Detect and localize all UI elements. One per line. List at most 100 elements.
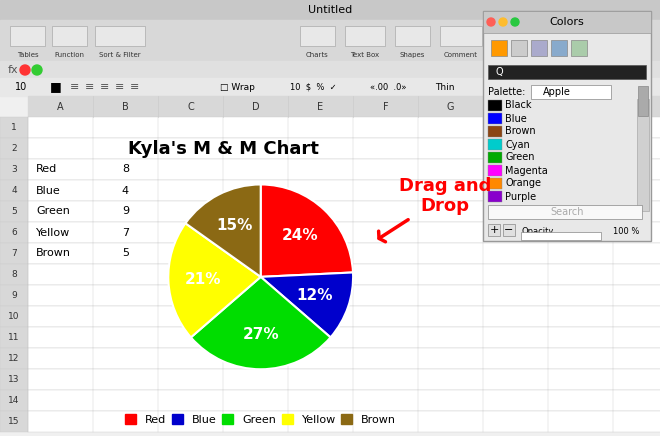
Bar <box>28 159 660 180</box>
Bar <box>0 20 660 61</box>
Bar <box>52 26 87 46</box>
Bar <box>0 369 28 390</box>
Text: 9: 9 <box>11 291 17 300</box>
Text: 100 %: 100 % <box>613 226 640 235</box>
Bar <box>28 369 660 390</box>
Text: 14: 14 <box>9 396 20 405</box>
Bar <box>637 99 649 211</box>
Text: 4: 4 <box>122 185 129 195</box>
Bar <box>488 152 502 163</box>
Bar <box>531 85 611 99</box>
Text: 2: 2 <box>11 144 16 153</box>
Bar <box>0 78 660 96</box>
Text: Magenta: Magenta <box>505 166 548 176</box>
Text: Green: Green <box>505 153 535 163</box>
Text: 24%: 24% <box>282 228 319 243</box>
Bar <box>0 285 28 306</box>
Bar <box>0 180 28 201</box>
Bar <box>28 264 660 285</box>
Bar <box>571 40 587 56</box>
Text: 21%: 21% <box>185 272 222 287</box>
Text: Apple: Apple <box>543 87 571 97</box>
Text: ≡: ≡ <box>115 82 125 92</box>
Bar <box>28 243 660 264</box>
Bar <box>0 348 28 369</box>
Text: 7: 7 <box>11 249 17 258</box>
Text: Thin: Thin <box>435 82 455 92</box>
Text: Blue: Blue <box>505 113 527 123</box>
Text: Q: Q <box>495 67 503 77</box>
Text: Palette:: Palette: <box>488 87 525 97</box>
Bar <box>0 390 28 411</box>
Text: Colors: Colors <box>550 17 584 27</box>
Text: ≡: ≡ <box>71 82 80 92</box>
Bar <box>0 411 28 432</box>
Text: 12%: 12% <box>296 288 333 303</box>
Text: Cyan: Cyan <box>505 140 530 150</box>
Bar <box>488 224 500 236</box>
Text: Shapes: Shapes <box>400 52 425 58</box>
Text: Media: Media <box>595 52 615 58</box>
Bar <box>28 138 660 159</box>
Bar <box>395 26 430 46</box>
Bar <box>0 117 28 138</box>
Wedge shape <box>261 184 353 277</box>
Text: +: + <box>489 225 499 235</box>
Bar <box>28 327 660 348</box>
Circle shape <box>621 24 649 52</box>
Text: Brown: Brown <box>36 249 71 259</box>
Text: 3: 3 <box>11 165 17 174</box>
Text: 15: 15 <box>8 417 20 426</box>
Text: 9: 9 <box>122 207 129 217</box>
Text: Charts: Charts <box>306 52 329 58</box>
Text: 7: 7 <box>122 228 129 238</box>
Wedge shape <box>168 223 261 337</box>
Text: Tables: Tables <box>16 52 38 58</box>
Bar <box>511 40 527 56</box>
Text: 10  $  %  ✓: 10 $ % ✓ <box>290 82 337 92</box>
Text: 15%: 15% <box>216 218 253 233</box>
Text: 10: 10 <box>15 82 27 92</box>
Bar <box>521 232 601 240</box>
Bar <box>300 26 335 46</box>
Bar <box>531 40 547 56</box>
Bar <box>488 113 502 124</box>
Text: 1: 1 <box>11 123 17 132</box>
Wedge shape <box>261 272 353 337</box>
Bar <box>0 264 28 285</box>
Bar <box>483 11 651 33</box>
Bar <box>551 40 567 56</box>
Text: Red: Red <box>36 164 57 174</box>
Text: Comment: Comment <box>444 52 478 58</box>
Wedge shape <box>185 184 261 277</box>
Bar <box>440 26 482 46</box>
Circle shape <box>511 18 519 26</box>
Text: 8: 8 <box>11 270 17 279</box>
Bar <box>28 390 660 411</box>
Text: J: J <box>644 102 647 112</box>
Text: Kyla's M & M Chart: Kyla's M & M Chart <box>127 140 318 157</box>
Circle shape <box>499 18 507 26</box>
Circle shape <box>487 18 495 26</box>
Bar <box>540 26 582 46</box>
Text: Text Box: Text Box <box>350 52 380 58</box>
Text: fx: fx <box>8 65 18 75</box>
Text: 27%: 27% <box>242 327 279 342</box>
Text: Brown: Brown <box>505 126 536 136</box>
Text: Inspector: Inspector <box>544 52 578 58</box>
Text: 4: 4 <box>11 186 16 195</box>
Text: □ Wrap: □ Wrap <box>220 82 255 92</box>
Bar <box>488 165 502 176</box>
Bar <box>28 201 660 222</box>
Text: 5: 5 <box>122 249 129 259</box>
Text: Black: Black <box>505 101 531 110</box>
Text: 8: 8 <box>122 164 129 174</box>
Bar <box>638 86 648 116</box>
Text: Colors: Colors <box>625 35 645 41</box>
Text: Opacity: Opacity <box>521 226 553 235</box>
Text: ≡: ≡ <box>130 82 140 92</box>
Text: «.00  .0»: «.00 .0» <box>370 82 407 92</box>
Text: 5: 5 <box>11 207 17 216</box>
Text: Function: Function <box>55 52 84 58</box>
Text: H: H <box>512 102 519 112</box>
